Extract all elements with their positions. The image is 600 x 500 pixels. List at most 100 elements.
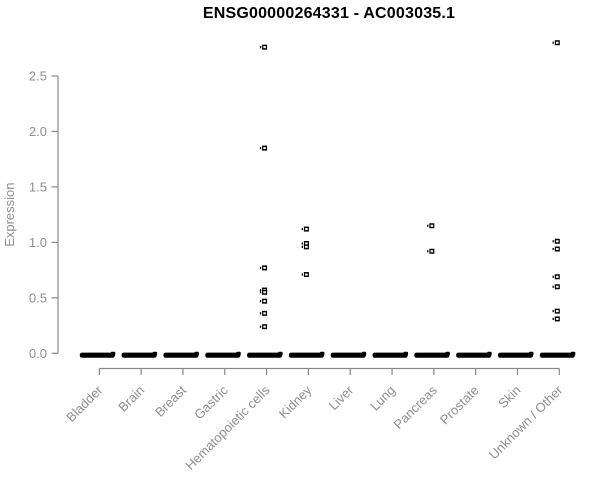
data-point — [259, 265, 268, 271]
point-square-hole — [556, 240, 559, 243]
point-square-hole — [263, 300, 266, 303]
point-square-hole — [263, 266, 266, 269]
x-category-label: Bladder — [63, 382, 106, 425]
point-square-hole — [305, 273, 308, 276]
point-square-hole — [305, 245, 308, 248]
chart-title: ENSG00000264331 - AC003035.1 — [202, 5, 456, 22]
point-left-serif — [552, 275, 554, 278]
point-square-hole — [263, 46, 266, 49]
zero-cluster — [288, 351, 325, 358]
zero-cluster — [205, 351, 241, 358]
point-left-serif — [259, 300, 262, 303]
data-point — [301, 244, 309, 250]
point-square-hole — [263, 147, 266, 150]
data-point — [259, 44, 268, 50]
point-square-hole — [263, 291, 266, 294]
zero-cluster — [372, 351, 409, 358]
point-square-hole — [430, 250, 434, 253]
zero-cluster — [247, 351, 283, 358]
point-left-serif — [552, 41, 554, 44]
zero-cluster-bar — [247, 352, 283, 358]
point-square-hole — [556, 275, 559, 278]
point-left-serif — [259, 46, 262, 49]
x-category-label: Gastric — [191, 382, 231, 422]
zero-cluster-outlier-point — [319, 351, 325, 356]
data-point — [259, 289, 268, 295]
zero-cluster — [163, 351, 199, 358]
data-point — [301, 240, 309, 246]
x-category-label: Lung — [367, 383, 398, 414]
y-axis — [51, 75, 59, 354]
x-category-label: Skin — [495, 383, 523, 411]
zero-cluster — [330, 351, 367, 358]
data-points-hematopoietic-cells — [259, 44, 268, 330]
data-point — [552, 238, 560, 244]
data-point — [259, 324, 268, 330]
point-left-serif — [427, 250, 429, 253]
point-left-serif — [552, 285, 554, 288]
zero-cluster-bar — [456, 352, 492, 358]
point-left-serif — [301, 227, 303, 231]
data-point — [259, 310, 268, 316]
y-tick-label: 2.5 — [29, 69, 47, 84]
data-points-unknown-other — [552, 40, 560, 322]
point-left-serif — [427, 224, 429, 227]
y-tick-label: 0.0 — [29, 346, 47, 361]
zero-cluster — [121, 351, 158, 358]
data-point — [427, 248, 435, 254]
zero-cluster-outlier-point — [361, 351, 367, 356]
zero-cluster-bar — [288, 352, 324, 358]
y-axis-label: Expression — [2, 182, 17, 246]
data-points-kidney — [301, 226, 309, 278]
data-point — [301, 226, 309, 232]
zero-cluster-bar — [497, 352, 533, 358]
data-point — [301, 272, 309, 278]
x-category-label: Liver — [326, 382, 357, 413]
point-square-hole — [556, 248, 559, 251]
point-square-hole — [556, 317, 559, 320]
x-category-label: Kidney — [276, 382, 315, 421]
zero-cluster-outlier-point — [487, 351, 492, 356]
y-tick-label: 1.5 — [29, 179, 47, 194]
zero-cluster-outlier-point — [152, 351, 158, 356]
point-left-serif — [259, 291, 262, 294]
data-point — [259, 298, 268, 304]
point-square-hole — [556, 41, 559, 44]
point-square-hole — [305, 242, 308, 245]
point-left-serif — [552, 247, 554, 251]
point-left-serif — [259, 325, 262, 328]
point-square-hole — [305, 228, 308, 231]
zero-cluster-outlier-point — [445, 351, 450, 356]
zero-cluster-outlier-point — [528, 351, 534, 356]
data-point — [552, 40, 560, 46]
y-tick-label: 1.0 — [29, 235, 47, 250]
zero-cluster-outlier-point — [236, 351, 241, 356]
point-left-serif — [259, 312, 262, 315]
x-category-label: Unknown / Other — [486, 382, 566, 462]
data-point — [427, 223, 435, 229]
zero-cluster-outlier-point — [278, 351, 283, 356]
x-category-label: Prostate — [437, 383, 482, 428]
data-point — [259, 145, 268, 151]
zero-cluster-bar — [330, 352, 366, 358]
zero-cluster-outlier-point — [110, 351, 116, 356]
y-tick-label: 0.5 — [29, 290, 47, 305]
point-square-hole — [556, 285, 559, 288]
x-category-label: Brain — [115, 383, 147, 415]
point-left-serif — [301, 242, 303, 245]
zero-cluster-bar — [121, 352, 157, 358]
data-point — [552, 246, 560, 252]
zero-cluster-bar — [372, 352, 408, 358]
zero-cluster-bar — [539, 352, 575, 358]
zero-cluster-bar — [163, 352, 199, 358]
point-left-serif — [259, 288, 262, 292]
point-left-serif — [259, 266, 262, 269]
zero-cluster-bar — [205, 352, 241, 358]
point-left-serif — [552, 317, 554, 321]
x-axis — [98, 367, 560, 375]
zero-cluster-outlier-point — [403, 351, 409, 356]
zero-cluster-bar — [79, 352, 115, 358]
data-point — [552, 316, 560, 322]
